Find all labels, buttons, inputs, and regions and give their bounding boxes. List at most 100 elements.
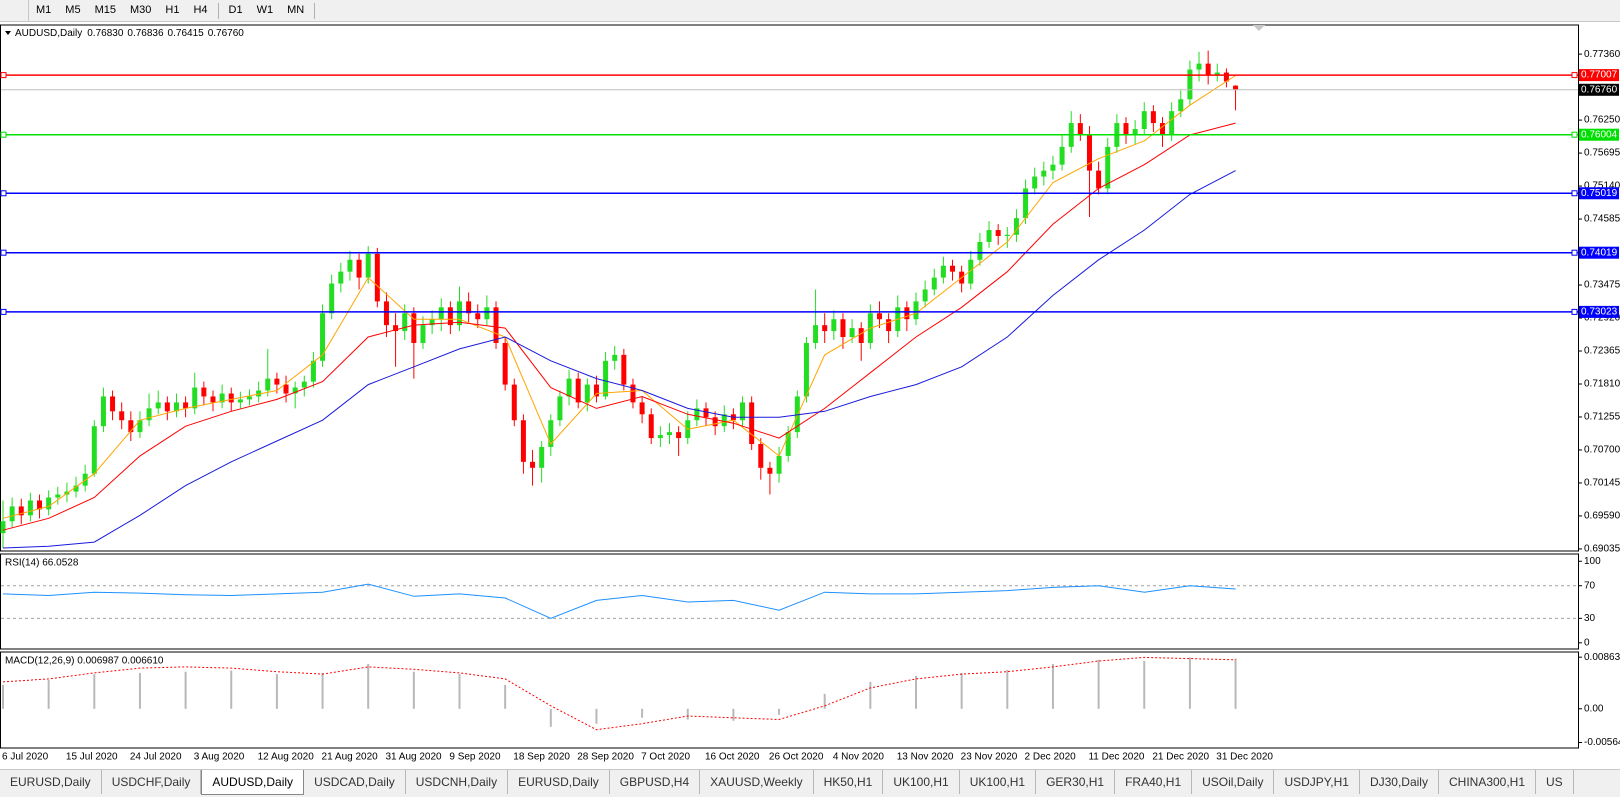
candle-body bbox=[621, 354, 627, 385]
candle-body bbox=[767, 467, 773, 474]
candle-body bbox=[822, 325, 828, 332]
chart-header: AUDUSD,Daily 0.76830 0.76836 0.76415 0.76760 bbox=[15, 28, 244, 39]
level-label: 0.74019 bbox=[1581, 247, 1618, 258]
close-text: 0.76760 bbox=[208, 28, 245, 39]
candle-body bbox=[758, 444, 764, 468]
chart-tab[interactable]: GBPUSD,H4 bbox=[610, 770, 701, 794]
y-tick-label: 0.75695 bbox=[1584, 148, 1620, 159]
candle-body bbox=[383, 301, 389, 326]
timeframe-button[interactable]: M5 bbox=[65, 4, 81, 16]
candle-body bbox=[265, 378, 271, 391]
chart-tab[interactable]: GER30,H1 bbox=[1036, 770, 1116, 794]
candle-body bbox=[447, 307, 453, 326]
x-tick-label: 18 Sep 2020 bbox=[513, 752, 570, 763]
candle-body bbox=[155, 402, 161, 409]
chart-tab[interactable]: HK50,H1 bbox=[814, 770, 884, 794]
candle-body bbox=[110, 396, 116, 412]
chart-tab[interactable]: UK100,H1 bbox=[960, 770, 1037, 794]
chart-tab[interactable]: USDCNH,Daily bbox=[406, 770, 509, 794]
candle-body bbox=[438, 307, 444, 320]
y-tick-label: 0.72920 bbox=[1584, 313, 1620, 324]
candle-body bbox=[566, 378, 572, 397]
y-tick-label: 0.00 bbox=[1584, 703, 1604, 714]
candle-body bbox=[146, 408, 152, 421]
candle-body bbox=[831, 319, 837, 332]
timeframe-button[interactable]: W1 bbox=[256, 4, 274, 16]
candle-body bbox=[858, 328, 864, 343]
chart-tab[interactable]: USDJPY,H1 bbox=[1274, 770, 1360, 794]
y-tick-label: 100 bbox=[1584, 556, 1601, 567]
candle-body bbox=[502, 342, 508, 385]
candle-body bbox=[18, 506, 24, 516]
chart-tab[interactable]: USOil,Daily bbox=[1192, 770, 1275, 794]
chart-tab[interactable]: XAUUSD,Weekly bbox=[700, 770, 814, 794]
candle-body bbox=[183, 402, 189, 409]
candle-body bbox=[1123, 123, 1129, 135]
candle-body bbox=[520, 420, 526, 462]
y-tick-label: 0.72365 bbox=[1584, 346, 1620, 357]
chart-tab[interactable]: FRA40,H1 bbox=[1115, 770, 1193, 794]
y-tick-label: 70 bbox=[1584, 580, 1596, 591]
timeframe-button[interactable]: M1 bbox=[36, 4, 52, 16]
candle-body bbox=[575, 378, 581, 403]
chart-tab[interactable]: USDCHF,Daily bbox=[102, 770, 202, 794]
chart-tab[interactable]: DJ30,Daily bbox=[1360, 770, 1439, 794]
candle-body bbox=[429, 319, 435, 326]
toolbar-icon[interactable] bbox=[0, 0, 29, 21]
y-tick-label: 0.70145 bbox=[1584, 478, 1620, 489]
candle-body bbox=[548, 420, 554, 447]
y-tick-label: 30 bbox=[1584, 613, 1596, 624]
chart-tab[interactable]: CHINA300,H1 bbox=[1439, 770, 1537, 794]
candle-body bbox=[310, 360, 316, 382]
timeframe-button[interactable]: H4 bbox=[193, 4, 208, 16]
candle-body bbox=[301, 381, 307, 388]
chart-tab[interactable]: UK100,H1 bbox=[883, 770, 960, 794]
x-tick-label: 3 Aug 2020 bbox=[194, 752, 245, 763]
candle-body bbox=[1214, 72, 1220, 76]
x-tick-label: 9 Sep 2020 bbox=[449, 752, 501, 763]
moving-average bbox=[2, 122, 1236, 531]
level-handle bbox=[0, 72, 7, 79]
candle-body bbox=[1032, 176, 1038, 189]
candle-body bbox=[0, 521, 6, 534]
level-handle bbox=[1571, 72, 1578, 79]
chart-tab[interactable]: EURUSD,Daily bbox=[508, 770, 610, 794]
last-price-label: 0.76760 bbox=[1581, 84, 1618, 95]
chart-tab[interactable]: AUDUSD,Daily bbox=[201, 770, 305, 795]
candle-body bbox=[1077, 123, 1083, 135]
moving-average bbox=[2, 170, 1236, 549]
symbol: AUDUSD,Daily bbox=[15, 28, 82, 39]
candle-body bbox=[338, 271, 344, 284]
candle-body bbox=[100, 396, 106, 427]
candle-body bbox=[1004, 234, 1010, 236]
candle-body bbox=[192, 387, 198, 409]
x-tick-label: 13 Nov 2020 bbox=[897, 752, 954, 763]
candle-body bbox=[173, 402, 179, 412]
candle-body bbox=[813, 325, 819, 343]
chart-tab[interactable]: EURUSD,Daily bbox=[0, 770, 102, 794]
x-tick-label: 26 Oct 2020 bbox=[769, 752, 824, 763]
candle-body bbox=[37, 500, 43, 510]
candle-body bbox=[612, 354, 618, 361]
timeframe-button[interactable]: M15 bbox=[94, 4, 116, 16]
candle-body bbox=[749, 402, 755, 445]
candle-body bbox=[676, 432, 682, 439]
x-tick-label: 6 Jul 2020 bbox=[2, 752, 49, 763]
chart-tab[interactable]: USDCAD,Daily bbox=[304, 770, 406, 794]
main-panel bbox=[0, 24, 1579, 552]
candle-body bbox=[247, 396, 253, 400]
y-tick-label: 0.69590 bbox=[1584, 511, 1620, 522]
macd-title: MACD(12,26,9) 0.006987 0.006610 bbox=[5, 656, 164, 667]
candle-body bbox=[1050, 164, 1056, 171]
candle-body bbox=[904, 307, 910, 320]
timeframe-button[interactable]: D1 bbox=[228, 4, 243, 16]
x-tick-label: 11 Dec 2020 bbox=[1088, 752, 1144, 763]
candle-body bbox=[1160, 123, 1166, 135]
y-tick-label: 0.77360 bbox=[1584, 49, 1620, 60]
timeframe-button[interactable]: H1 bbox=[165, 4, 180, 16]
timeframe-button[interactable]: M30 bbox=[129, 4, 152, 16]
candle-body bbox=[493, 307, 499, 343]
level-handle bbox=[0, 249, 7, 256]
chart-tab[interactable]: US bbox=[1536, 770, 1574, 794]
timeframe-button[interactable]: MN bbox=[287, 4, 305, 16]
